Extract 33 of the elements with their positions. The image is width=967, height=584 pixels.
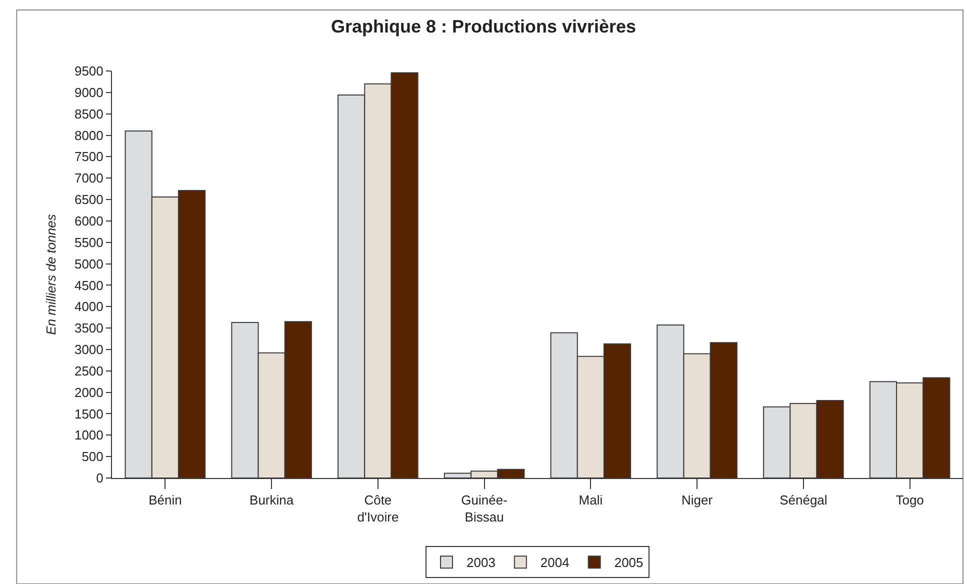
y-tick-label: 500 bbox=[82, 449, 104, 464]
y-tick-label: 2500 bbox=[74, 363, 104, 378]
y-tick-label: 8000 bbox=[74, 128, 104, 143]
x-tick-label: Mali bbox=[578, 492, 603, 508]
y-tick-label: 6500 bbox=[74, 192, 104, 208]
chart-title: Graphique 8 : Productions vivrières bbox=[330, 16, 636, 37]
y-tick-label: 6000 bbox=[74, 214, 104, 228]
y-tick-label: 7000 bbox=[74, 170, 104, 186]
x-tick-label: Niger bbox=[682, 492, 714, 508]
legend-label: 2003 bbox=[466, 555, 496, 570]
y-tick-label: 3500 bbox=[74, 320, 104, 336]
y-tick-label: 1500 bbox=[74, 406, 104, 422]
x-tick-label: Guinée-Bissau bbox=[461, 492, 508, 524]
y-tick-label: 0 bbox=[96, 470, 104, 486]
y-tick-label: 1000 bbox=[74, 428, 104, 443]
y-axis-title: En milliers de tonnes bbox=[43, 214, 58, 335]
x-tick-label: Sénégal bbox=[780, 492, 828, 508]
legend-label: 2005 bbox=[614, 555, 644, 570]
legend-label: 2004 bbox=[540, 555, 570, 570]
x-tick-label: Côte d'Ivoire bbox=[357, 492, 399, 524]
y-tick-label: 5000 bbox=[74, 256, 104, 272]
y-tick-label: 7500 bbox=[74, 149, 104, 164]
y-tick-label: 9500 bbox=[74, 64, 104, 79]
y-tick-label: 5500 bbox=[74, 234, 104, 250]
y-tick-label: 9000 bbox=[74, 84, 104, 100]
x-tick-label: Burkina bbox=[250, 492, 294, 508]
y-tick-label: 4500 bbox=[74, 278, 104, 293]
y-tick-label: 4000 bbox=[74, 299, 104, 314]
y-tick-label: 8500 bbox=[74, 106, 104, 122]
x-tick-label: Togo bbox=[896, 492, 924, 508]
y-tick-label: 3000 bbox=[74, 342, 104, 358]
x-tick-label: Bénin bbox=[148, 492, 182, 508]
y-tick-label: 2000 bbox=[74, 384, 104, 400]
